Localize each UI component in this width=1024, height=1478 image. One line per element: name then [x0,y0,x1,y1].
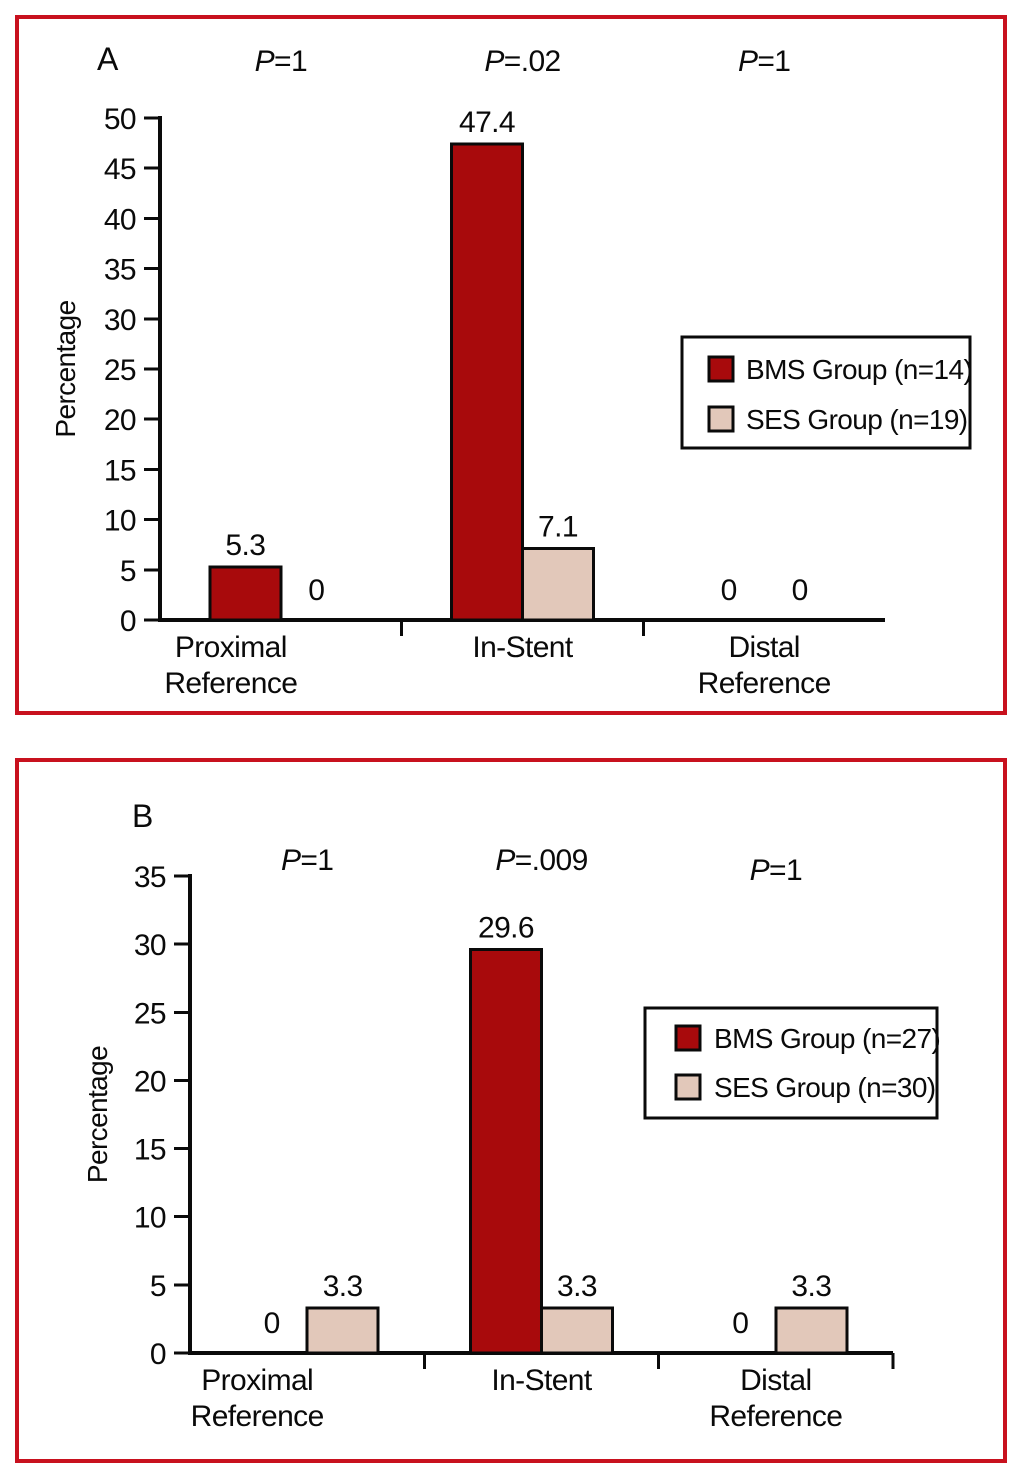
bar-ses-proximal [305,1306,380,1355]
y-tick-label: 45 [104,153,136,186]
p-value-label-distal: P=1 [750,854,802,887]
y-tick-label: 20 [134,1065,166,1098]
y-tick-label: 25 [104,354,136,387]
legend-label-ses: SES Group (n=19) [746,404,968,435]
category-label-proximal: Proximal [201,1364,313,1397]
p-value-label-distal: P=1 [738,45,790,78]
p-value-label-in-stent: P=.009 [495,844,587,877]
y-tick-label: 30 [134,929,166,962]
bar-bms-in-stent [469,948,543,1355]
legend-label-ses: SES Group (n=30) [714,1072,936,1103]
value-label-bms-distal: 0 [721,574,737,607]
category-label-proximal: Reference [164,667,297,700]
y-tick-label: 50 [104,103,136,136]
legend-label-bms: BMS Group (n=14) [746,354,972,385]
category-label-in-stent: In-Stent [472,631,574,664]
value-label-ses-proximal: 3.3 [323,1270,363,1303]
category-label-proximal: Reference [191,1400,324,1433]
y-tick-label: 5 [150,1270,166,1303]
value-label-ses-proximal: 0 [308,574,324,607]
value-label-ses-in-stent: 3.3 [557,1270,597,1303]
y-tick-label: 5 [120,555,136,588]
panel-a: A 0 5 10 15 20 25 30 35 40 45 50 Percentage P=1 Proxi… [15,15,1007,715]
y-tick-label: 25 [134,997,166,1030]
panel-a-label: A [97,41,118,77]
category-label-distal: Reference [698,667,831,700]
panel-b-label: B [132,798,153,834]
category-label-proximal: Proximal [175,631,287,664]
value-label-bms-in-stent: 47.4 [459,106,515,139]
y-tick-label: 30 [104,304,136,337]
bar-ses-in-stent [521,547,595,622]
y-tick-label: 40 [104,203,136,236]
y-tick-label: 0 [150,1338,166,1371]
p-value-label-proximal: P=1 [255,45,307,78]
legend-swatch-bms [674,1024,702,1052]
y-axis-title: Percentage [82,1046,113,1183]
bar-chart-a: 0 5 10 15 20 25 30 35 40 45 50 Percentage P=1 Proxima… [50,45,973,700]
legend-swatch-bms [707,355,735,383]
y-tick-label: 10 [104,505,136,538]
value-label-ses-distal: 3.3 [791,1270,831,1303]
legend: BMS Group (n=27) SES Group (n=30) [643,1006,941,1120]
value-label-bms-in-stent: 29.6 [478,912,534,945]
legend: BMS Group (n=14) SES Group (n=19) [680,335,973,450]
panel-b: B 0 5 10 15 20 25 30 35 Percentage P=1 Proximal Ref… [15,758,1007,1463]
y-tick-label: 35 [104,254,136,287]
category-label-distal: Reference [709,1400,842,1433]
bar-ses-in-stent [540,1306,614,1355]
value-label-bms-proximal: 0 [264,1307,280,1340]
value-label-ses-distal: 0 [792,574,808,607]
category-label-in-stent: In-Stent [491,1364,593,1397]
value-label-bms-distal: 0 [732,1307,748,1340]
bar-chart-b: 05101520253035PercentageP=1ProximalRefer… [82,844,941,1433]
value-label-ses-in-stent: 7.1 [538,511,578,544]
category-label-distal: Distal [740,1364,811,1397]
bar-ses-distal [774,1306,849,1355]
bar-bms-proximal [208,565,283,622]
p-value-label-in-stent: P=.02 [484,45,560,78]
legend-swatch-ses [707,405,735,433]
legend-label-bms: BMS Group (n=27) [714,1023,940,1054]
y-tick-label: 0 [120,605,136,638]
y-tick-label: 10 [134,1202,166,1235]
y-tick-label: 20 [104,404,136,437]
category-label-distal: Distal [728,631,799,664]
legend-swatch-ses [674,1073,702,1101]
bar-bms-in-stent [450,142,524,622]
y-axis-title: Percentage [50,300,81,437]
y-tick-label: 15 [134,1134,166,1167]
p-value-label-proximal: P=1 [281,844,333,877]
y-tick-label: 15 [104,454,136,487]
y-tick-label: 35 [134,861,166,894]
value-label-bms-proximal: 5.3 [225,529,265,562]
